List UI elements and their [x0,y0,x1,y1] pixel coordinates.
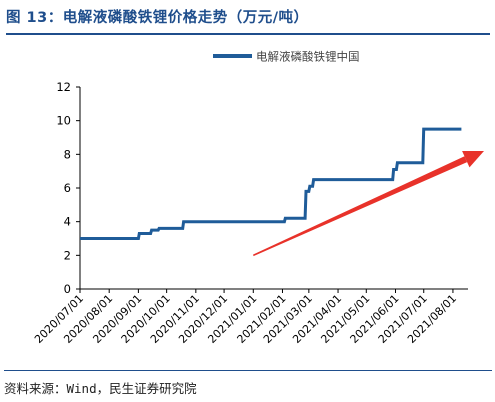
y-axis-ticks: 0 2 4 6 8 10 12 [56,80,80,296]
trend-arrow-head [462,151,484,168]
series-line [80,127,462,240]
title-divider [6,33,490,35]
y-tick-label: 10 [56,114,71,128]
axes [79,87,468,290]
trend-arrow-shaft [253,156,468,257]
legend-label: 电解液磷酸铁锂中国 [256,50,360,64]
y-tick-label: 6 [64,181,71,195]
figure-title: 图 13：电解液磷酸铁锂价格走势（万元/吨） [6,10,309,26]
y-tick-label: 12 [56,80,71,94]
y-tick-label: 2 [64,248,71,262]
x-axis-ticks: 2020/07/012020/08/012020/09/012020/10/01… [32,289,459,346]
series-layer [80,127,462,240]
y-tick-label: 0 [64,282,71,296]
trend-arrow-layer [253,151,484,257]
legend: 电解液磷酸铁锂中国 [213,50,360,64]
y-tick-label: 4 [64,215,71,229]
source-divider [4,370,492,371]
y-tick-label: 8 [64,147,71,161]
source-note: 资料来源：Wind，民生证券研究院 [4,381,197,396]
